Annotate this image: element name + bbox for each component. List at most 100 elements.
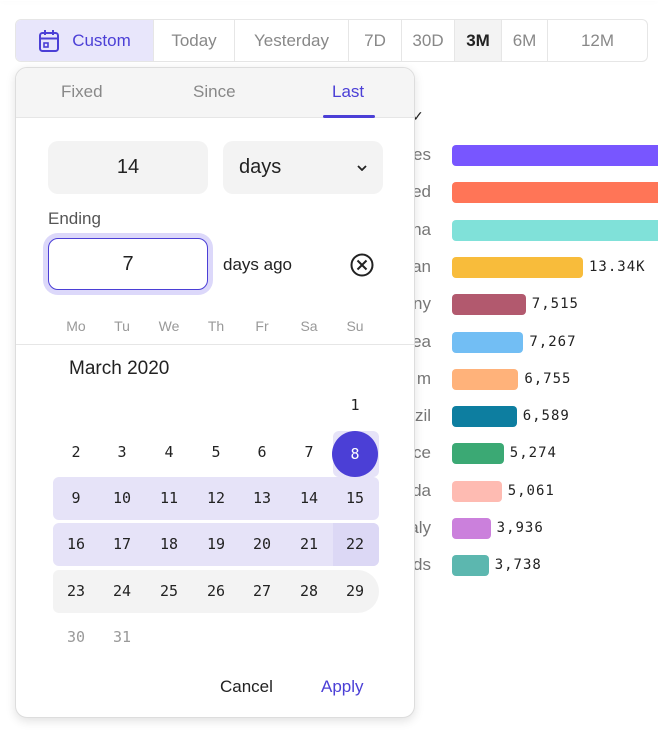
- bar-row: na: [0, 219, 658, 241]
- weekday-label: Sa: [300, 318, 318, 334]
- range-3m-button[interactable]: 3M: [454, 20, 501, 61]
- bar-value-label: 6,589: [522, 408, 570, 425]
- calendar-icon: [39, 29, 60, 52]
- header-shadow: [0, 0, 658, 1]
- calendar-day[interactable]: 19: [206, 535, 226, 553]
- bar-label: ce: [413, 443, 431, 463]
- range-yesterday-button[interactable]: Yesterday: [234, 20, 348, 61]
- calendar-day[interactable]: 29: [345, 582, 365, 600]
- bar-value-label: 6,755: [524, 370, 572, 387]
- date-picker-popup: Fixed Since Last 14 days Ending 7 days a…: [15, 67, 415, 718]
- weekday-divider: [16, 344, 414, 345]
- calendar-day[interactable]: 24: [112, 582, 132, 600]
- calendar-day[interactable]: 12: [206, 489, 226, 507]
- calendar-day[interactable]: 22: [345, 535, 365, 553]
- clear-icon[interactable]: [350, 253, 374, 277]
- calendar-day[interactable]: 27: [252, 582, 272, 600]
- tab-fixed[interactable]: Fixed: [61, 82, 103, 101]
- calendar-day[interactable]: 18: [159, 535, 179, 553]
- bar[interactable]: [452, 480, 502, 502]
- bar[interactable]: [452, 182, 658, 204]
- chevron-down-icon: [357, 164, 367, 171]
- count-input[interactable]: 14: [48, 141, 208, 194]
- bar-row: an 13.34K: [0, 256, 658, 278]
- bar[interactable]: [452, 518, 491, 539]
- calendar-day[interactable]: 16: [66, 535, 86, 553]
- bar[interactable]: [452, 443, 504, 465]
- calendar-day[interactable]: 20: [252, 535, 272, 553]
- bar-label: ny: [413, 294, 431, 314]
- bar[interactable]: [452, 145, 658, 166]
- bar[interactable]: [452, 555, 489, 577]
- calendar-day[interactable]: 23: [66, 582, 86, 600]
- bar-value-label: 5,061: [507, 482, 555, 499]
- unit-select[interactable]: days: [223, 141, 383, 194]
- bar-row: ds 3,738: [0, 554, 658, 577]
- calendar-day[interactable]: 25: [159, 582, 179, 600]
- bar[interactable]: [452, 219, 658, 241]
- calendar-day[interactable]: 8: [332, 431, 378, 477]
- range-custom-label: Custom: [72, 30, 131, 50]
- calendar-day[interactable]: 1: [350, 396, 360, 414]
- bar-label: ed: [412, 182, 431, 202]
- ending-input[interactable]: 7: [48, 238, 208, 290]
- range-12m-button[interactable]: 12M: [547, 20, 647, 61]
- calendar-day[interactable]: 2: [71, 443, 81, 461]
- range-custom-button[interactable]: Custom: [16, 20, 153, 61]
- calendar-day[interactable]: 31: [112, 628, 132, 646]
- calendar-day[interactable]: 17: [112, 535, 132, 553]
- bar-value-label: 3,738: [494, 557, 542, 574]
- range-30d-button[interactable]: 30D: [401, 20, 454, 61]
- cancel-button[interactable]: Cancel: [220, 677, 273, 696]
- tab-last[interactable]: Last: [332, 82, 365, 101]
- bar[interactable]: [452, 331, 524, 353]
- bar-value-label: 13.34K: [589, 258, 646, 275]
- bar-value-label: 7,515: [531, 296, 579, 313]
- bar-label: m: [416, 368, 431, 388]
- calendar-day[interactable]: 11: [159, 489, 179, 507]
- weekday-label: Mo: [66, 318, 86, 334]
- ending-label: Ending: [48, 209, 101, 228]
- bar-row: zil 6,589: [0, 405, 658, 428]
- bar-value-label: 5,274: [509, 445, 557, 462]
- unit-select-value: days: [239, 156, 282, 178]
- calendar-day[interactable]: 15: [345, 489, 365, 507]
- bar-value-label: 7,267: [529, 333, 577, 350]
- range-6m-button[interactable]: 6M: [501, 20, 547, 61]
- calendar-day[interactable]: 13: [252, 489, 272, 507]
- range-today-button[interactable]: Today: [153, 20, 234, 61]
- bar-row: ed: [0, 181, 658, 204]
- bar-row: da 5,061: [0, 480, 658, 502]
- bar-label: na: [412, 219, 431, 239]
- calendar-day[interactable]: 6: [257, 443, 267, 461]
- picker-tabs: Fixed Since Last: [16, 68, 414, 118]
- calendar-day[interactable]: 9: [71, 489, 81, 507]
- bar[interactable]: [452, 256, 583, 278]
- calendar-day[interactable]: 5: [211, 443, 221, 461]
- bar[interactable]: [452, 368, 519, 390]
- bar-row: m 6,755: [0, 368, 658, 390]
- calendar-day[interactable]: 26: [206, 582, 226, 600]
- bar-row: ny 7,515: [0, 293, 658, 316]
- bar-label: es: [413, 145, 431, 164]
- weekday-label: Fr: [255, 318, 269, 334]
- bar[interactable]: [452, 406, 517, 428]
- calendar-day[interactable]: 3: [117, 443, 127, 461]
- calendar-day[interactable]: 14: [299, 489, 319, 507]
- calendar-day[interactable]: 21: [299, 535, 319, 553]
- apply-button[interactable]: Apply: [321, 677, 364, 696]
- bar-value-label: 3,936: [496, 520, 544, 536]
- bar-label: zil: [414, 406, 431, 426]
- range-7d-button[interactable]: 7D: [348, 20, 401, 61]
- calendar-day[interactable]: 4: [164, 443, 174, 461]
- bar[interactable]: [452, 294, 526, 316]
- ending-suffix: days ago: [223, 255, 292, 274]
- range-end-highlight: [333, 523, 379, 566]
- bar-label: ds: [413, 555, 431, 575]
- date-range-bar: Custom Today Yesterday 7D 30D 3M 6M 12M: [15, 19, 648, 62]
- calendar-day[interactable]: 7: [304, 443, 314, 461]
- calendar-day[interactable]: 30: [66, 628, 86, 646]
- calendar-day[interactable]: 10: [112, 489, 132, 507]
- calendar-day[interactable]: 28: [299, 582, 319, 600]
- tab-since[interactable]: Since: [193, 82, 236, 101]
